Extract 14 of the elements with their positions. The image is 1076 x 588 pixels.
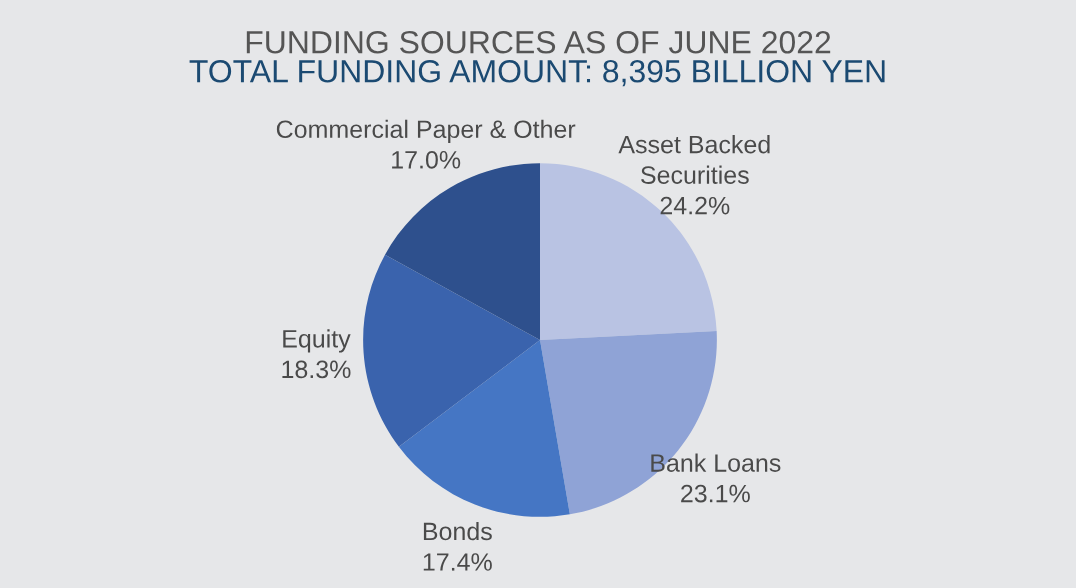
data-label: 24.2% (660, 196, 730, 215)
slice-label: Bank Loans (651, 453, 781, 472)
data-label: 17.0% (392, 150, 461, 169)
pie-slice (398, 340, 570, 517)
data-label: 23.1% (681, 484, 750, 503)
slice-label: Commercial Paper & Other (276, 119, 576, 144)
slice-label: Equity (283, 329, 351, 353)
chart-subtitle: TOTAL FUNDING AMOUNT: 8,395 BILLION YEN (189, 59, 885, 87)
slice-label: Asset Backed Securities (618, 135, 770, 184)
data-label: 18.3% (282, 360, 351, 379)
chart-title: FUNDING SOURCES AS OF JUNE 2022 (246, 30, 831, 54)
slice-label: Bonds (423, 521, 492, 541)
data-label: 17.4% (423, 553, 492, 571)
pie-slice (363, 254, 540, 447)
